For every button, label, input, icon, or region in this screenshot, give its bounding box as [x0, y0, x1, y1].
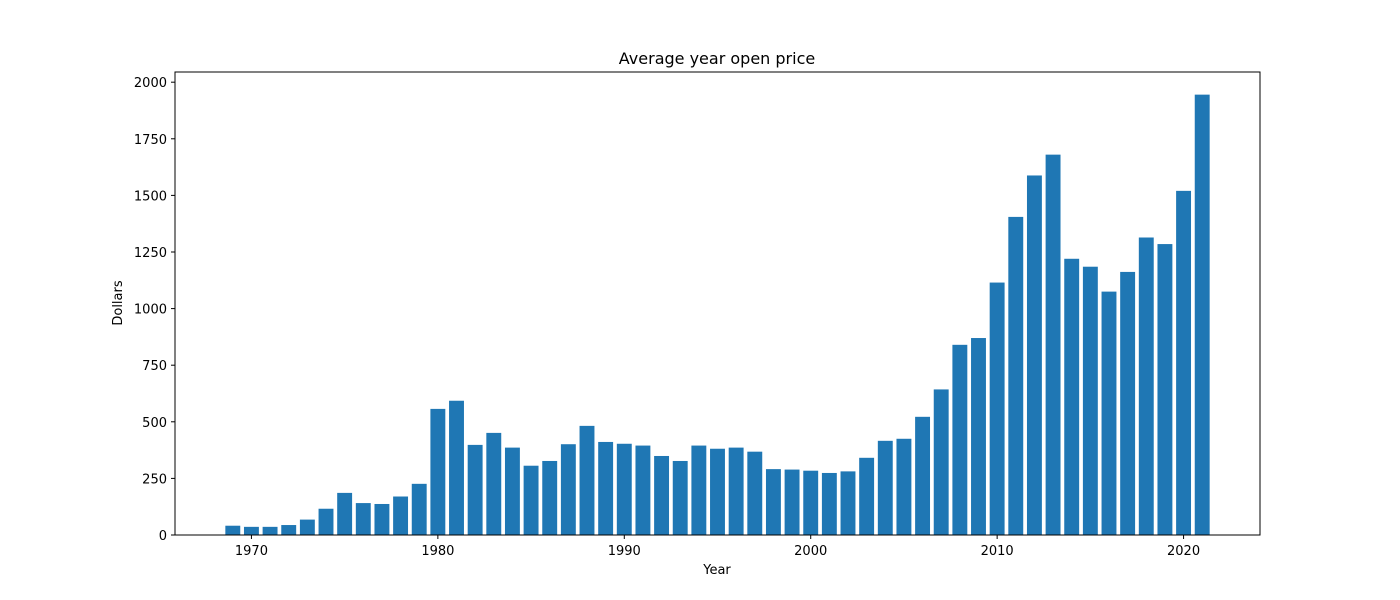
- bar-2007: [933, 389, 949, 535]
- bar-2004: [877, 440, 893, 535]
- bar-1999: [784, 469, 800, 535]
- bar-1974: [318, 508, 334, 535]
- bar-1995: [710, 448, 725, 535]
- bar-1996: [728, 447, 744, 535]
- bar-1980: [430, 408, 446, 535]
- bar-1993: [672, 460, 688, 535]
- bar-1990: [616, 443, 632, 535]
- bar-1998: [765, 469, 781, 535]
- y-tick-label: 250: [142, 472, 167, 487]
- bar-1970: [243, 526, 259, 535]
- y-axis-label: Dollars: [111, 280, 126, 325]
- x-tick-label: 1990: [608, 544, 641, 559]
- x-axis-label: Year: [702, 563, 731, 578]
- y-tick-label: 1500: [134, 189, 167, 204]
- x-axis: 1970 1980 1990 2000 2010 2020: [235, 535, 1200, 559]
- bar-1973: [299, 519, 315, 535]
- chart-title: Average year open price: [619, 49, 815, 68]
- y-tick-label: 2000: [134, 76, 167, 91]
- bar-2015: [1082, 266, 1098, 535]
- y-tick-label: 500: [142, 416, 167, 431]
- x-tick-label: 2000: [794, 544, 827, 559]
- bar-1989: [598, 441, 614, 535]
- bar-2014: [1064, 258, 1080, 535]
- bars-group: [225, 94, 1210, 536]
- x-tick-label: 1970: [235, 544, 268, 559]
- y-tick-label: 1750: [134, 133, 167, 148]
- bar-2006: [915, 416, 931, 535]
- bar-1994: [691, 445, 707, 535]
- bar-2009: [971, 338, 986, 535]
- bar-1975: [337, 492, 353, 535]
- y-tick-label: 1000: [134, 303, 167, 318]
- bar-1985: [523, 465, 539, 535]
- bar-1976: [355, 503, 371, 535]
- y-axis: 0 250 500 750 1000 1250 1500 1750 2000: [134, 76, 175, 544]
- bar-2016: [1101, 291, 1117, 535]
- y-tick-label: 0: [159, 529, 167, 544]
- bar-1969: [225, 525, 241, 535]
- bar-1987: [560, 444, 576, 535]
- bar-1977: [374, 503, 390, 535]
- y-tick-label: 750: [142, 359, 167, 374]
- bar-1972: [281, 525, 297, 535]
- bar-2017: [1120, 271, 1136, 535]
- bar-1986: [542, 460, 558, 535]
- bar-1982: [467, 444, 483, 535]
- bar-1988: [579, 425, 595, 535]
- bar-2001: [821, 472, 837, 535]
- plot-frame: [174, 71, 1261, 536]
- bar-2011: [1008, 216, 1024, 535]
- bar-2008: [952, 344, 968, 535]
- bar-2005: [896, 438, 912, 535]
- y-tick-label: 1250: [134, 246, 167, 261]
- bar-2010: [989, 282, 1005, 535]
- x-tick-label: 2020: [1167, 544, 1200, 559]
- bar-1991: [635, 445, 651, 535]
- bar-2018: [1138, 237, 1154, 535]
- bar-1971: [262, 526, 278, 535]
- bar-2000: [803, 470, 819, 535]
- bar-2012: [1026, 175, 1042, 535]
- bar-1981: [449, 400, 464, 535]
- x-tick-label: 2010: [981, 544, 1014, 559]
- bar-1979: [411, 483, 427, 535]
- bar-2021: [1194, 94, 1210, 535]
- bar-2003: [859, 457, 875, 535]
- bar-2019: [1157, 244, 1173, 535]
- bar-1984: [504, 447, 520, 535]
- bar-1978: [393, 496, 409, 535]
- bar-1997: [747, 451, 763, 535]
- bar-2020: [1176, 190, 1192, 536]
- bar-2002: [840, 471, 856, 535]
- bar-1983: [486, 432, 502, 535]
- bar-1992: [654, 455, 670, 535]
- x-tick-label: 1980: [421, 544, 454, 559]
- bar-2013: [1045, 154, 1061, 535]
